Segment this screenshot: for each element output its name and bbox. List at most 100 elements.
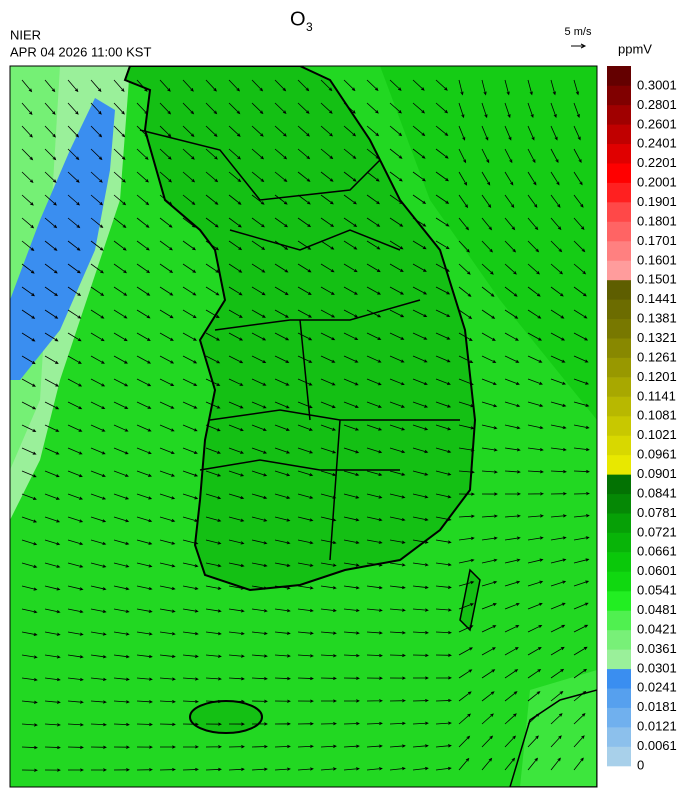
- wind-arrow: [182, 722, 199, 726]
- wind-arrow: [44, 79, 56, 93]
- wind-arrow: [205, 79, 217, 92]
- wind-arrow: [182, 631, 199, 636]
- wind-arrow: [297, 654, 314, 658]
- wind-arrow: [320, 539, 337, 545]
- wind-arrow: [67, 768, 84, 772]
- wind-arrow: [159, 654, 176, 659]
- wind-arrow: [573, 378, 590, 385]
- wind-arrow: [113, 401, 129, 409]
- wind-arrow: [159, 677, 176, 681]
- colorbar-swatch: [607, 727, 631, 747]
- colorbar-label: 0.0301: [637, 660, 677, 675]
- wind-arrow: [44, 332, 59, 342]
- wind-arrow: [435, 332, 451, 340]
- wind-arrow: [573, 646, 588, 656]
- wind-arrow: [113, 378, 129, 387]
- wind-arrow: [182, 677, 199, 681]
- wind-arrow: [67, 631, 84, 636]
- wind-arrow: [458, 148, 467, 164]
- wind-arrow: [527, 171, 537, 186]
- wind-arrow: [481, 332, 496, 341]
- wind-arrow: [228, 286, 243, 296]
- wind-arrow: [136, 355, 152, 364]
- wind-arrow: [136, 171, 149, 183]
- wind-arrow: [136, 125, 149, 138]
- wind-arrow: [504, 194, 515, 208]
- colorbar-label: 0.0901: [637, 466, 677, 481]
- wind-arrow: [205, 194, 219, 205]
- wind-arrow: [435, 125, 449, 137]
- wind-arrow: [228, 125, 241, 137]
- wind-arrow: [113, 470, 129, 477]
- wind-arrow: [435, 539, 452, 544]
- wind-arrow: [412, 447, 429, 454]
- wind-arrow: [412, 309, 428, 318]
- wind-arrow: [67, 355, 82, 364]
- colorbar-label: 0.1141: [637, 388, 676, 403]
- wind-arrow: [136, 263, 151, 274]
- wind-arrow: [251, 309, 266, 318]
- colorbar-swatch: [607, 688, 631, 708]
- wind-arrow: [366, 470, 383, 476]
- wind-arrow: [251, 332, 267, 341]
- colorbar-swatch: [607, 552, 631, 572]
- wind-arrow: [527, 625, 543, 633]
- wind-arrow: [251, 240, 266, 250]
- wind-arrow: [481, 470, 498, 474]
- wind-arrow: [573, 286, 587, 297]
- wind-arrow: [44, 677, 61, 682]
- wind-arrow: [527, 647, 542, 656]
- wind-arrow: [550, 401, 567, 407]
- wind-arrow: [113, 562, 130, 568]
- wind-arrow: [228, 493, 245, 500]
- wind-arrow: [21, 700, 38, 704]
- wind-arrow: [320, 654, 337, 658]
- wind-arrow: [504, 602, 520, 610]
- wind-arrow: [251, 654, 268, 658]
- wind-arrow: [435, 194, 450, 204]
- wind-arrow: [504, 580, 521, 587]
- wind-arrow: [182, 171, 196, 183]
- wind-arrow: [251, 125, 264, 137]
- wind-arrow: [389, 447, 406, 454]
- wind-arrow: [251, 447, 268, 454]
- wind-arrow: [90, 470, 106, 478]
- wind-arrow: [90, 768, 107, 772]
- wind-arrow: [205, 447, 221, 454]
- wind-arrow: [44, 539, 61, 546]
- wind-arrow: [366, 401, 382, 408]
- colorbar-label: 0.2801: [637, 97, 677, 112]
- wind-arrow: [159, 562, 176, 568]
- wind-arrow: [504, 735, 516, 748]
- wind-arrow: [205, 378, 221, 386]
- colorbar-swatch: [607, 318, 631, 339]
- wind-arrow: [228, 240, 243, 251]
- wind-arrow: [90, 217, 104, 229]
- wind-arrow: [136, 539, 153, 545]
- wind-arrow: [412, 721, 429, 725]
- wind-arrow: [205, 585, 222, 590]
- wind-arrow: [458, 102, 465, 119]
- wind-arrow: [527, 514, 544, 518]
- wind-arrow: [389, 653, 406, 658]
- wind-arrow: [297, 722, 314, 726]
- wind-arrow: [228, 722, 245, 726]
- wind-arrow: [67, 677, 84, 682]
- wind-arrow: [228, 217, 242, 228]
- wind-arrow: [320, 378, 336, 386]
- wind-arrow: [412, 676, 429, 680]
- colorbar-label: 0.2001: [637, 175, 677, 190]
- wind-arrow: [251, 493, 268, 500]
- wind-arrow: [527, 378, 543, 385]
- wind-arrow: [366, 493, 383, 499]
- colorbar-swatch: [607, 85, 631, 106]
- wind-arrow: [136, 654, 153, 659]
- wind-arrow: [297, 125, 310, 137]
- wind-arrow: [573, 735, 585, 748]
- wind-arrow: [389, 585, 406, 590]
- wind-arrow: [228, 424, 244, 432]
- wind-arrow: [44, 148, 57, 161]
- wind-arrow: [113, 631, 130, 636]
- wind-arrow: [366, 102, 379, 114]
- wind-arrow: [343, 332, 359, 340]
